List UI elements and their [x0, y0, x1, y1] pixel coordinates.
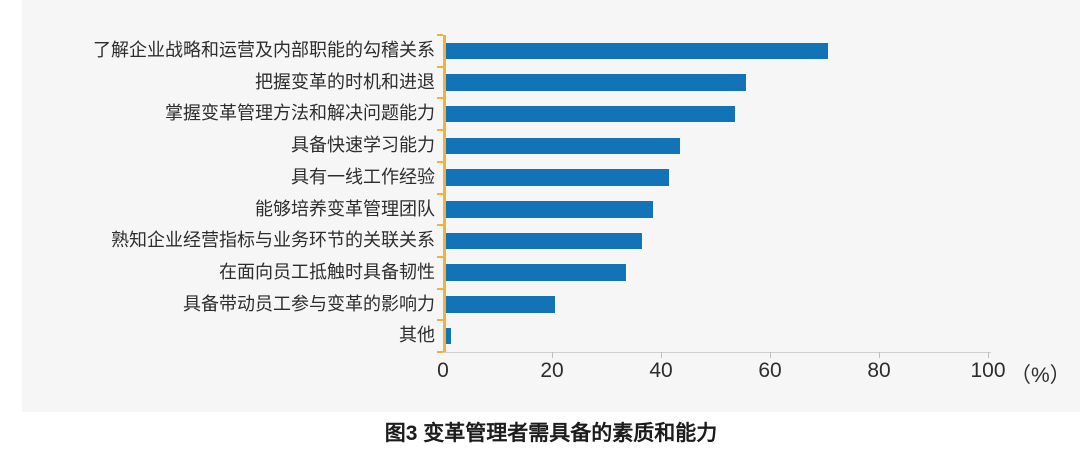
x-axis-tick: [661, 352, 662, 358]
x-tick-label: 0: [437, 359, 449, 382]
bar: [446, 201, 654, 218]
bar: [446, 74, 746, 91]
x-axis-unit-label: （%）: [1010, 364, 1071, 387]
bar: [446, 232, 643, 250]
chart-row: 了解企业战略和运营及内部职能的勾稽关系: [22, 35, 1080, 67]
y-axis-tick: [437, 192, 443, 195]
category-label: 其他: [399, 325, 435, 346]
category-label: 在面向员工抵触时具备韧性: [219, 261, 435, 282]
x-tick-label: 60: [758, 359, 782, 382]
chart-row: 具备带动员工参与变革的影响力: [22, 289, 1080, 321]
chart-row: 能够培养变革管理团队: [22, 194, 1080, 226]
y-axis-tick: [437, 160, 443, 163]
x-axis-tick: [988, 352, 989, 358]
y-axis-tick: [437, 65, 443, 68]
category-label: 掌握变革管理方法和解决问题能力: [165, 103, 435, 124]
bar: [446, 169, 670, 186]
y-axis-tick: [437, 97, 443, 100]
category-label: 把握变革的时机和进退: [255, 71, 435, 92]
y-axis-tick: [437, 351, 443, 353]
y-axis-tick: [437, 287, 443, 290]
chart-row: 熟知企业经营指标与业务环节的关联关系: [22, 225, 1080, 257]
chart-row: 掌握变革管理方法和解决问题能力: [22, 98, 1080, 130]
category-label: 能够培养变革管理团队: [255, 198, 435, 219]
figure-caption: 图3 变革管理者需具备的素质和能力: [384, 422, 718, 445]
category-label: 具备带动员工参与变革的影响力: [183, 293, 435, 314]
x-tick-label: 100: [970, 359, 1006, 382]
category-label: 了解企业战略和运营及内部职能的勾稽关系: [93, 40, 435, 60]
bar: [446, 327, 452, 345]
y-axis-tick: [437, 319, 443, 322]
chart-row: 其他: [22, 320, 1080, 352]
x-tick-label: 40: [649, 359, 673, 382]
category-label: 具有一线工作经验: [291, 166, 435, 187]
y-axis-tick: [437, 255, 443, 258]
chart-row: 在面向员工抵触时具备韧性: [22, 257, 1080, 289]
x-axis-tick: [770, 352, 771, 358]
chart-row: 具备快速学习能力: [22, 130, 1080, 162]
chart-row: 把握变革的时机和进退: [22, 67, 1080, 99]
y-axis-tick: [437, 129, 443, 132]
chart-panel: 了解企业战略和运营及内部职能的勾稽关系把握变革的时机和进退掌握变革管理方法和解决…: [22, 0, 1080, 412]
x-tick-label: 80: [867, 359, 891, 382]
bar: [446, 137, 681, 155]
x-axis-tick: [879, 352, 880, 358]
x-tick-label: 20: [540, 359, 564, 382]
x-axis-tick: [552, 352, 553, 358]
bar: [446, 105, 735, 123]
y-axis-tick: [437, 224, 443, 227]
bar: [446, 264, 626, 281]
x-axis-line: [443, 352, 991, 353]
category-label: 熟知企业经营指标与业务环节的关联关系: [111, 230, 435, 251]
bar: [446, 42, 828, 60]
y-axis-line: [443, 35, 446, 353]
bar: [446, 296, 555, 313]
category-label: 具备快速学习能力: [291, 135, 435, 156]
chart-row: 具有一线工作经验: [22, 162, 1080, 194]
y-axis-tick: [437, 34, 443, 36]
